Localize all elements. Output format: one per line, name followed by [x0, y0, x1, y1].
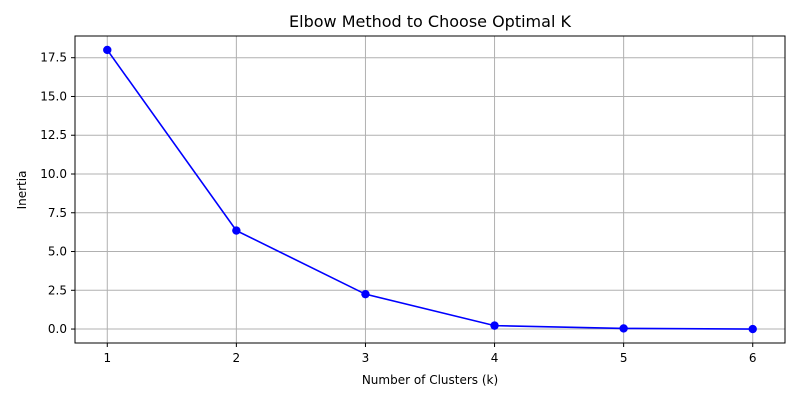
- data-point: [361, 289, 370, 299]
- data-point: [232, 226, 241, 235]
- y-tick-label: 17.5: [40, 51, 67, 65]
- data-point: [490, 321, 499, 330]
- y-tick-label: 0.0: [48, 322, 67, 336]
- plot-area-frame: [74, 35, 786, 344]
- y-tick-label: 12.5: [40, 128, 67, 142]
- x-axis-ticks: 1 2 3 4 5 6: [103, 343, 757, 365]
- x-tick-label: 1: [103, 351, 111, 365]
- data-point: [748, 324, 757, 334]
- y-tick-label: 7.5: [48, 206, 67, 220]
- data-point: [619, 324, 628, 333]
- data-point: [103, 45, 112, 55]
- x-tick-label: 5: [620, 351, 628, 365]
- y-axis-label: Inertia: [15, 171, 29, 210]
- x-tick-label: 3: [362, 351, 370, 365]
- chart-title: Elbow Method to Choose Optimal K: [289, 12, 571, 31]
- series-layer: [103, 45, 757, 334]
- y-tick-label: 15.0: [40, 89, 67, 103]
- y-tick-label: 2.5: [48, 283, 67, 297]
- y-tick-label: 10.0: [40, 167, 67, 181]
- x-tick-label: 2: [233, 351, 241, 365]
- x-tick-label: 6: [749, 351, 757, 365]
- y-axis-ticks: 0.0 2.5 5.0 7.5 10.0 12.5 15.0 17.5: [40, 51, 75, 336]
- x-axis-label: Number of Clusters (k): [362, 373, 498, 387]
- series-line: [106, 49, 753, 330]
- grid: [75, 36, 785, 343]
- x-tick-label: 4: [491, 351, 499, 365]
- y-tick-label: 5.0: [48, 245, 67, 259]
